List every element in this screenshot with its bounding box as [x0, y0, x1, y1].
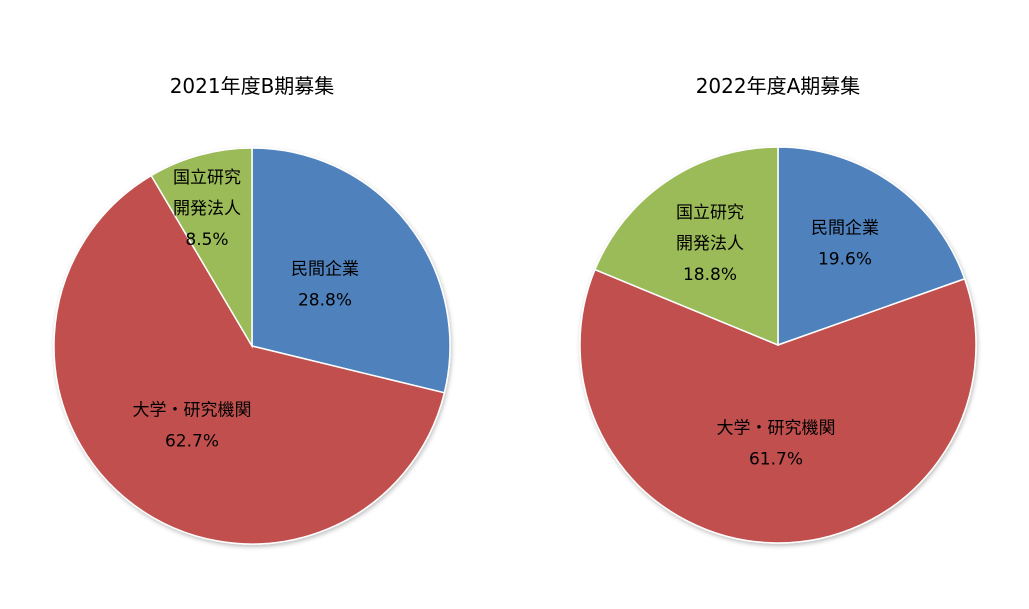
slice-label-national-research-agencies: 国立研究 — [173, 168, 241, 188]
slice-label-national-research-agencies: 国立研究 — [676, 203, 744, 223]
slice-label-national-research-agencies: 開発法人 — [676, 234, 744, 254]
pie-slice-private-companies — [777, 146, 966, 347]
slice-value-private-companies: 19.6% — [818, 250, 872, 270]
pie-chart-2021-b: 2021年度B期募集 民間企業 28.8% 大学・研究機関 62.7% 国立研究開発法人… — [53, 74, 451, 545]
pie-slice-national-research-agencies — [150, 147, 253, 349]
pie-slice-national-research-agencies — [593, 146, 779, 347]
pie-slice-private-companies — [251, 147, 451, 394]
chart-title: 2022年度A期募集 — [696, 74, 861, 98]
chart-title: 2021年度B期募集 — [170, 74, 335, 98]
slice-label-private-companies: 民間企業 — [811, 219, 879, 239]
slice-value-national-research-agencies: 8.5% — [185, 230, 228, 250]
slice-value-private-companies: 28.8% — [298, 291, 352, 311]
slice-label-universities-research: 大学・研究機関 — [717, 419, 836, 439]
pie-chart-2022-a: 2022年度A期募集 民間企業 19.6% 大学・研究機関 61.7% 国立研究開発法人… — [579, 74, 977, 544]
slice-label-national-research-agencies: 開発法人 — [173, 199, 241, 219]
pie-slices — [579, 146, 977, 544]
pie-slice-universities-research — [579, 268, 977, 544]
pie-slice-universities-research — [53, 174, 446, 545]
slice-value-universities-research: 61.7% — [749, 450, 803, 470]
slice-value-national-research-agencies: 18.8% — [683, 265, 737, 285]
slice-label-private-companies: 民間企業 — [291, 260, 359, 280]
slice-value-universities-research: 62.7% — [165, 432, 219, 452]
slice-label-universities-research: 大学・研究機関 — [133, 401, 252, 421]
pie-slices — [53, 147, 451, 545]
